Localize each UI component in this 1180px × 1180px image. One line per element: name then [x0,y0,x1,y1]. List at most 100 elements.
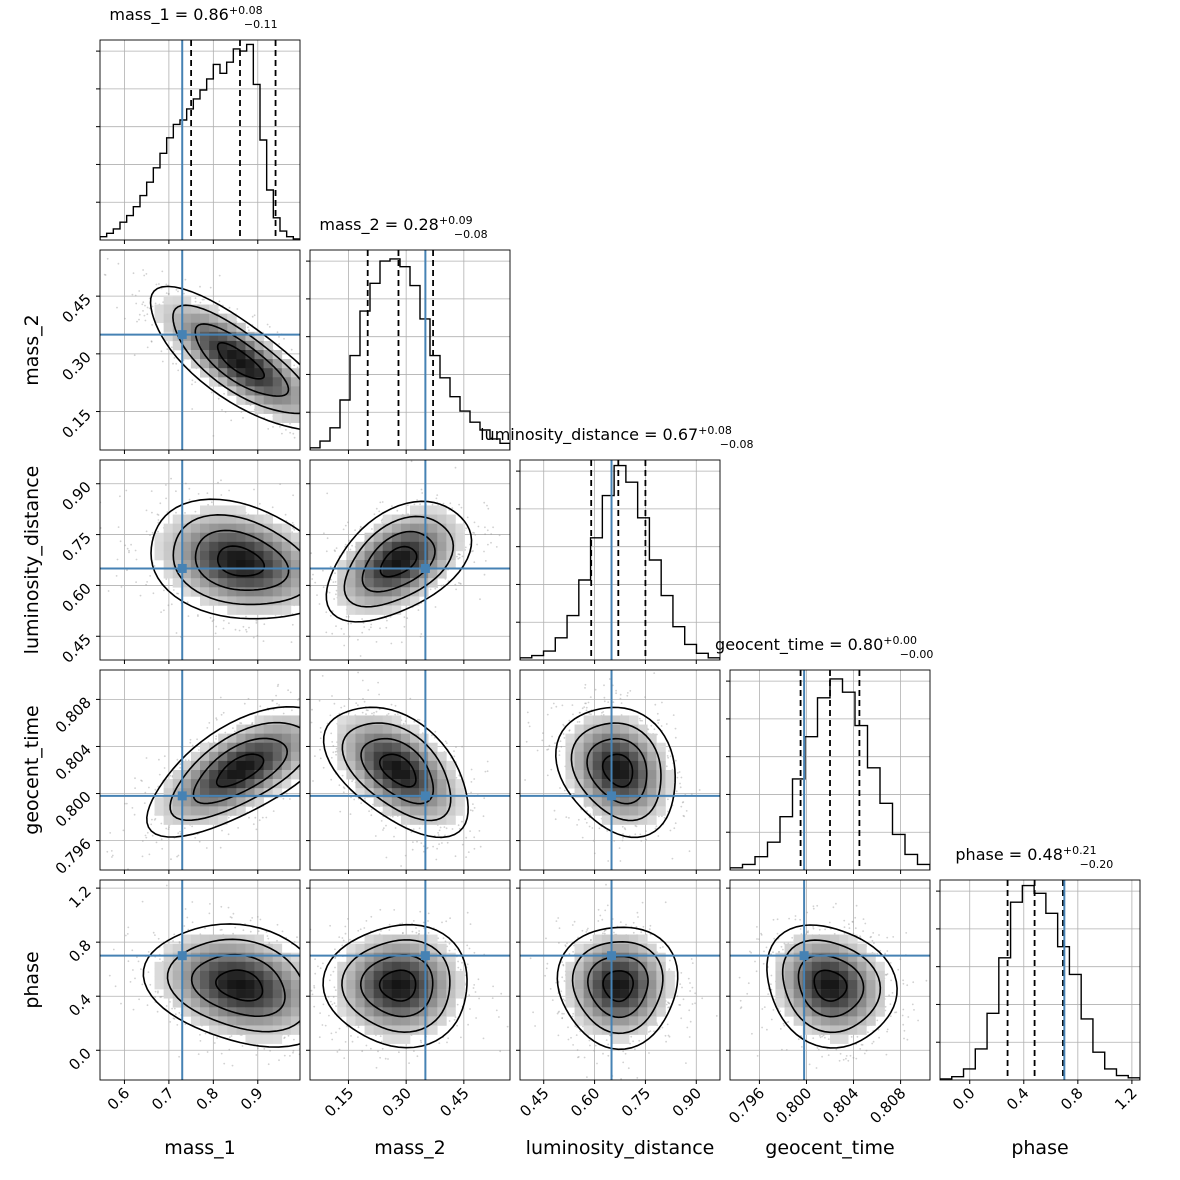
density-cell [263,404,274,414]
scatter-point [319,747,321,749]
density-cell [245,770,255,780]
density-cell [281,550,292,561]
density-cell [218,733,228,744]
scatter-point [322,761,324,763]
scatter-point [142,269,144,271]
scatter-point [175,511,177,514]
density-cell [227,350,237,360]
scatter-point [209,286,212,289]
density-cell [419,569,429,579]
density-cell [272,359,283,369]
scatter-point [292,432,295,435]
scatter-point [370,623,373,626]
density-cell [254,797,264,807]
scatter-point [410,460,413,463]
density-cell [428,569,438,579]
density-cell [163,569,174,579]
scatter-point [323,532,325,535]
scatter-point [119,540,122,543]
scatter-point [302,722,304,724]
density-cell [281,395,292,405]
density-cell [245,541,255,552]
scatter-point [177,369,180,372]
scatter-point [389,615,392,618]
density-cell [337,569,347,579]
scatter-point [429,588,432,591]
scatter-point [332,751,335,754]
contour-level-2 [172,304,300,415]
scatter-point [315,443,317,445]
scatter-point [307,369,309,371]
density-cell [200,368,210,378]
scatter-point [303,761,305,763]
scatter-point [128,551,130,554]
density-cell [200,770,210,780]
density-cell [163,806,174,816]
scatter-point [330,578,332,581]
scatter-point [465,527,467,530]
density-cell [245,395,255,405]
title-main-luminosity_distance: luminosity_distance = 0.67 [480,425,698,445]
scatter-point [189,738,192,741]
scatter-point [373,513,376,516]
density-cell [254,541,264,552]
scatter-point [397,713,399,715]
scatter-point [465,836,468,839]
scatter-point [224,411,227,413]
density-cell [410,523,420,534]
scatter-point [325,388,327,390]
density-cell [200,541,210,552]
density-cell [373,578,384,588]
density-cell [364,569,374,579]
scatter-point [325,550,328,553]
scatter-point [387,712,390,715]
density-cell [181,779,192,789]
density-cell [200,505,210,515]
density-cell [218,331,228,342]
scatter-point [472,531,474,534]
scatter-point [159,502,162,505]
density-cell [227,770,237,780]
scatter-point [143,802,146,804]
scatter-point [222,711,225,714]
density-cell [218,560,228,570]
scatter-point [394,713,397,716]
scatter-point [307,396,309,398]
scatter-point [306,426,308,428]
density-cell [254,532,264,543]
density-cell [181,304,192,314]
scatter-point [311,421,313,423]
scatter-point [473,807,476,809]
scatter-point [449,502,452,505]
scatter-point [168,826,170,828]
density-cell [364,532,374,543]
scatter-point [454,583,457,586]
scatter-point [438,843,440,845]
density-cell [382,560,393,570]
scatter-point [308,575,310,577]
scatter-point [301,768,303,770]
density-cell [227,359,237,369]
density-cell [236,359,246,369]
scatter-point [451,828,454,830]
density-cell [382,596,393,606]
scatter-point [186,601,189,604]
scatter-point [316,521,318,523]
scatter-point [367,689,370,691]
density-cell [263,359,274,369]
density-cell [382,523,393,534]
scatter-point [145,757,148,759]
scatter-point [314,581,317,584]
scatter-point [153,819,156,821]
scatter-point [298,698,300,700]
scatter-point [349,418,351,420]
scatter-point [215,735,218,738]
density-cell [391,550,402,561]
density-cell [272,532,283,543]
density-cell [290,560,300,570]
density-cell [209,313,219,324]
scatter-point [335,589,338,592]
density-cell [364,587,374,597]
scatter-point [158,773,161,776]
scatter-point [382,829,384,831]
